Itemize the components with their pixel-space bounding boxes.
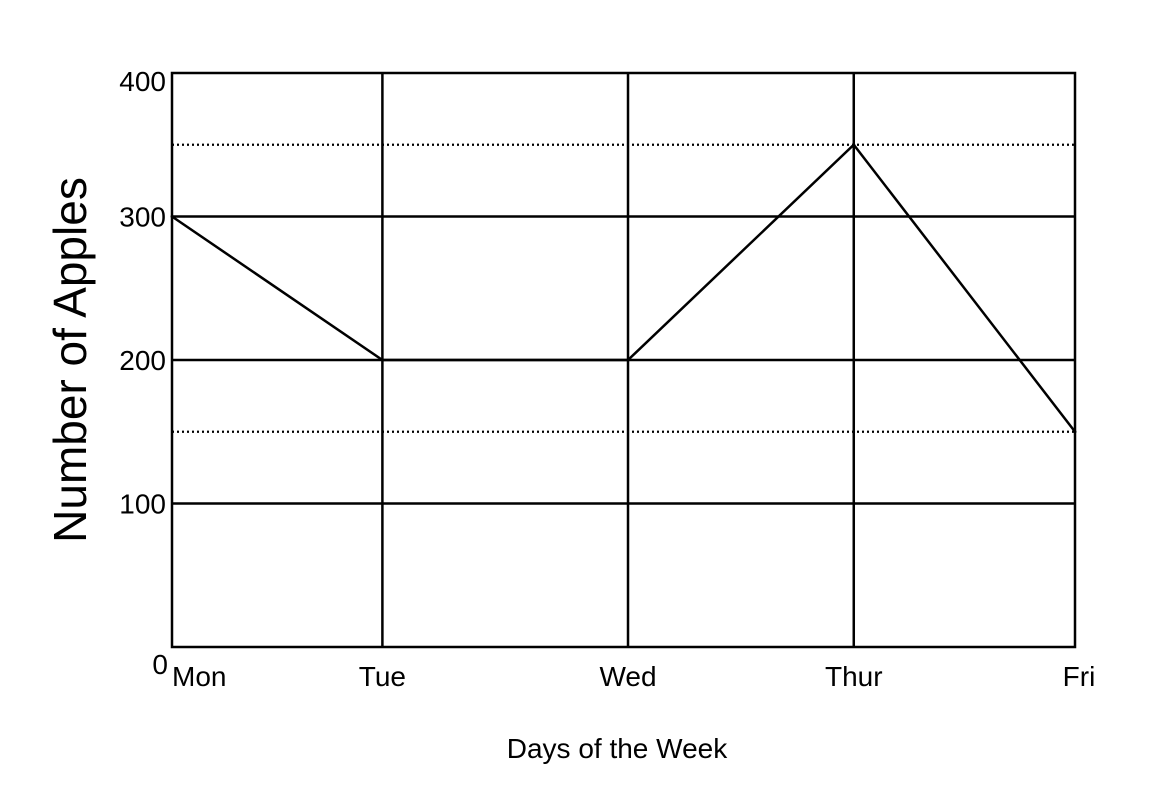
- plot-frame: [170, 71, 1077, 649]
- x-tick-label-fri: Fri: [1063, 661, 1096, 692]
- data-point-wed: [626, 358, 630, 362]
- y-tick-label-100: 100: [119, 489, 166, 520]
- y-tick-label-0: 0: [152, 649, 168, 680]
- y-tick-label-200: 200: [119, 345, 166, 376]
- labels-layer: 0 100 200 300 400 Mon Tue Wed Thur Fri: [119, 66, 1095, 692]
- x-tick-label-thur: Thur: [825, 661, 883, 692]
- y-tick-label-400: 400: [119, 66, 166, 97]
- series-line-0: [171, 142, 1076, 433]
- x-tick-label-tue: Tue: [359, 661, 406, 692]
- data-point-thur: [852, 143, 856, 147]
- x-tick-label-wed: Wed: [599, 661, 656, 692]
- series-layer: [170, 142, 1077, 434]
- grid-layer: [172, 73, 1075, 647]
- y-axis-title: Number of Apples: [44, 177, 96, 543]
- x-tick-label-mon: Mon: [172, 661, 226, 692]
- data-point-tue: [380, 358, 384, 362]
- x-axis-title: Days of the Week: [507, 733, 728, 764]
- y-tick-label-300: 300: [119, 202, 166, 233]
